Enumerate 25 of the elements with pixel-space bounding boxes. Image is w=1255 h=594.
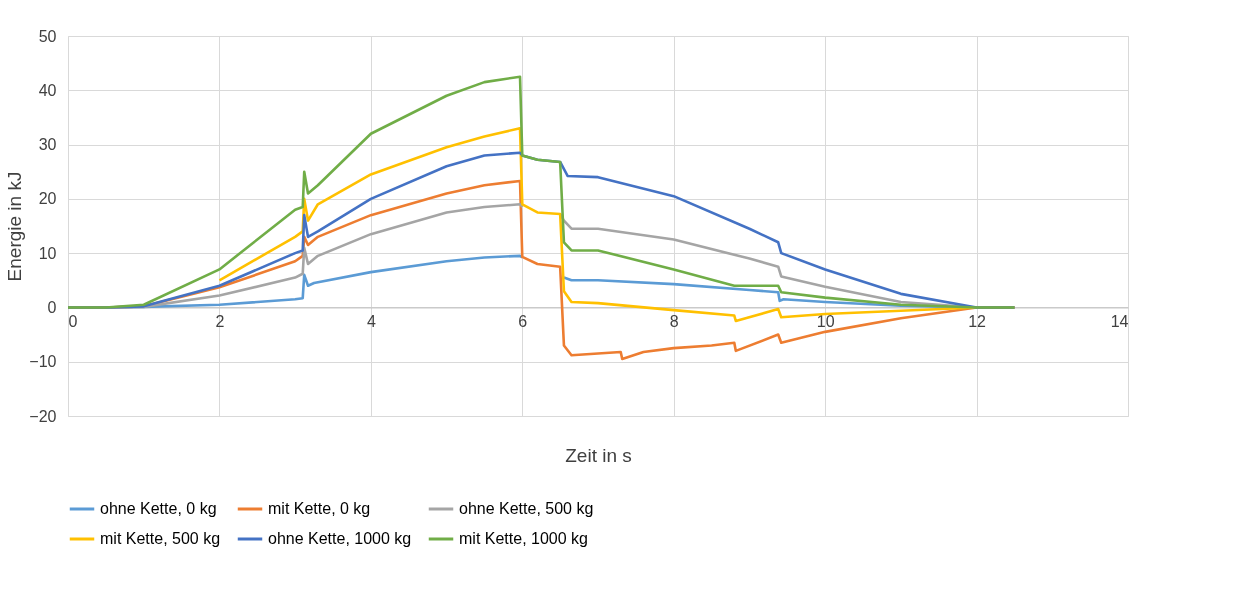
x-tick-label: 4 bbox=[366, 312, 376, 330]
x-tick-label: 8 bbox=[669, 312, 679, 330]
legend-label: mit Kette, 500 kg bbox=[100, 530, 221, 547]
y-tick-label: 0 bbox=[47, 298, 57, 316]
legend-label: mit Kette, 1000 kg bbox=[459, 530, 588, 547]
x-tick-label: 6 bbox=[518, 312, 528, 330]
line-series bbox=[66, 75, 1016, 309]
y-axis-title: Energie in kJ bbox=[4, 171, 26, 282]
x-tick-label: 12 bbox=[968, 312, 987, 330]
y-tick-label: −20 bbox=[29, 407, 57, 425]
y-tick-label: 40 bbox=[38, 81, 57, 99]
x-tick-label: 10 bbox=[816, 312, 835, 330]
x-axis-title: Zeit in s bbox=[565, 444, 632, 466]
x-tick-label: 0 bbox=[68, 312, 78, 330]
legend-label: ohne Kette, 0 kg bbox=[100, 500, 217, 517]
y-tick-label: 10 bbox=[38, 244, 57, 262]
x-tick-label: 14 bbox=[1110, 312, 1129, 330]
y-tick-label: 50 bbox=[38, 27, 57, 45]
legend-label: ohne Kette, 500 kg bbox=[459, 500, 594, 517]
y-tick-label: −10 bbox=[29, 353, 57, 371]
legend-label: mit Kette, 0 kg bbox=[268, 500, 371, 517]
y-tick-label: 30 bbox=[38, 136, 57, 154]
y-tick-label: 20 bbox=[38, 190, 57, 208]
x-tick-label: 2 bbox=[215, 312, 225, 330]
legend-label: ohne Kette, 1000 kg bbox=[268, 530, 412, 547]
